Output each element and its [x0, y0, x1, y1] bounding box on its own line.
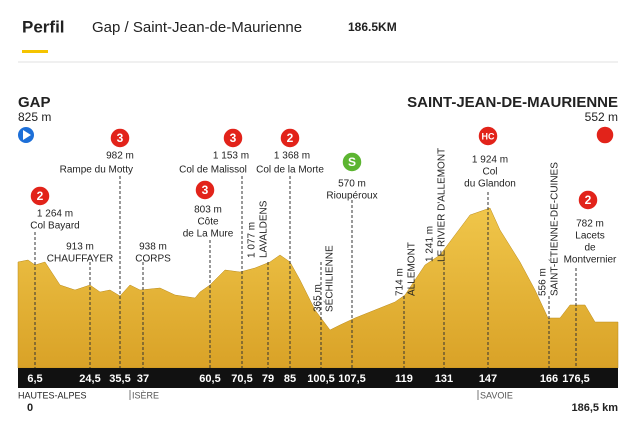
place-altitude: 1 241 m	[425, 226, 436, 262]
place-name: Rioupéroux	[326, 191, 377, 202]
region-label: SAVOIE	[480, 390, 513, 400]
place-name: Col de Malissol	[179, 165, 247, 176]
start-name: GAP	[18, 94, 51, 111]
place-altitude: 782 m	[576, 219, 604, 230]
place-altitude: 365 m	[313, 284, 324, 312]
category-badge-label: 2	[585, 193, 592, 207]
category-badge	[279, 127, 301, 149]
finish-icon	[595, 125, 615, 145]
place-altitude: 570 m	[338, 179, 366, 190]
category-badge-label: 2	[37, 189, 44, 203]
category-badge	[109, 127, 131, 149]
place-altitude: 1 077 m	[247, 222, 258, 258]
km-label: 37	[137, 373, 149, 385]
finish-altitude: 552 m	[585, 110, 618, 124]
place-altitude: 1 264 m	[37, 209, 73, 220]
place-name: ALLEMONT	[407, 242, 418, 296]
place-name: SÉCHILIENNE	[323, 245, 336, 312]
place-name: Lacets	[575, 231, 604, 242]
place-name: LAVALDENS	[259, 200, 270, 258]
place-name: LE RIVIER D'ALLEMONT	[437, 148, 448, 262]
header-title: Perfil	[22, 17, 65, 36]
km-label: 35,5	[109, 373, 130, 385]
place-name: Col Bayard	[30, 221, 79, 232]
km-label: 79	[262, 373, 274, 385]
elevation-profile	[17, 207, 619, 369]
place-name: Rampe du Motty	[60, 165, 133, 176]
place-altitude: 913 m	[66, 242, 94, 253]
header-route: Gap / Saint-Jean-de-Maurienne	[92, 19, 302, 36]
category-badge	[477, 125, 499, 147]
start-region: HAUTES-ALPES	[18, 390, 87, 400]
km-label: 85	[284, 373, 296, 385]
km-label: 100,5	[307, 373, 335, 385]
region-label: ISÈRE	[132, 390, 159, 400]
category-badge	[577, 189, 599, 211]
category-badge	[29, 185, 51, 207]
km-label: 131	[435, 373, 453, 385]
category-badge	[222, 127, 244, 149]
header-accent	[22, 50, 48, 53]
place-altitude: 556 m	[538, 268, 549, 296]
place-name: Col	[482, 167, 497, 178]
km-label: 24,5	[79, 373, 100, 385]
category-badge-label: HC	[482, 131, 495, 141]
place-altitude: 938 m	[139, 242, 167, 253]
km-label: 119	[395, 373, 413, 385]
header-distance: 186.5KM	[348, 20, 397, 34]
category-badge-label: 3	[117, 131, 124, 145]
start-km: 0	[27, 402, 33, 414]
km-label: 176,5	[562, 373, 590, 385]
place-name: CORPS	[135, 254, 171, 265]
km-label: 70,5	[231, 373, 252, 385]
km-label: 147	[479, 373, 497, 385]
place-altitude: 1 368 m	[274, 151, 310, 162]
category-badge-label: 3	[202, 183, 209, 197]
place-altitude: 1 924 m	[472, 155, 508, 166]
place-name: Côte	[197, 217, 219, 228]
km-label: 166	[540, 373, 558, 385]
finish-km: 186,5 km	[572, 402, 619, 414]
km-label: 60,5	[199, 373, 220, 385]
place-name: de La Mure	[183, 229, 234, 240]
km-label: 6,5	[27, 373, 42, 385]
place-altitude: 982 m	[106, 151, 134, 162]
place-name: SAINT-ÉTIENNE-DE-CUINES	[548, 162, 561, 296]
place-name: du Glandon	[464, 179, 516, 190]
category-badge-label: 3	[230, 131, 237, 145]
place-name: de	[584, 243, 596, 254]
finish-name: SAINT-JEAN-DE-MAURIENNE	[407, 94, 618, 111]
km-bar	[18, 368, 618, 388]
place-name: Col de la Morte	[256, 165, 324, 176]
place-altitude: 1 153 m	[213, 151, 249, 162]
place-altitude: 714 m	[395, 268, 406, 296]
place-altitude: 803 m	[194, 205, 222, 216]
start-altitude: 825 m	[18, 110, 51, 124]
start-icon-arrow	[23, 130, 31, 140]
place-name: Montvernier	[564, 255, 617, 266]
category-badge	[341, 151, 363, 173]
place-name: CHAUFFAYER	[47, 254, 114, 265]
category-badge-label: S	[348, 155, 356, 169]
category-badge-label: 2	[287, 131, 294, 145]
profile-labels: 6,5 24,5 35,5 37 60,5 70,5 79 85 100,5 107,5 119 13…	[27, 125, 617, 400]
category-badge	[194, 179, 216, 201]
km-label: 107,5	[338, 373, 366, 385]
